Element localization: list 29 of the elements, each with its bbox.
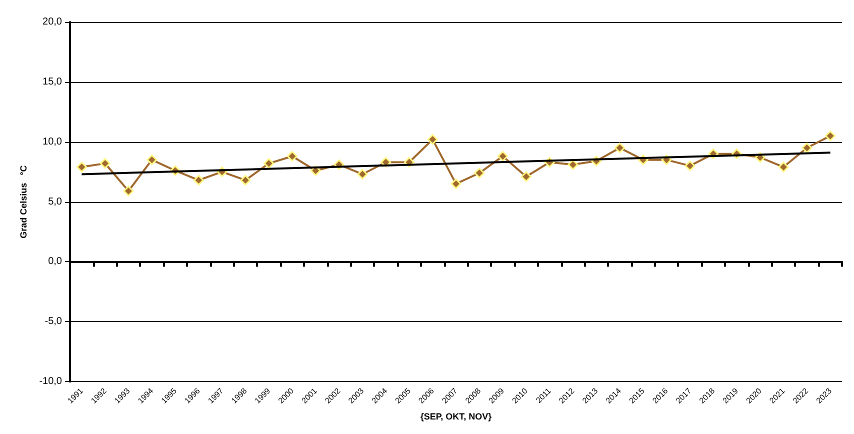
point bbox=[193, 174, 204, 186]
point bbox=[684, 160, 696, 172]
y-tick-label: -5,0 bbox=[44, 316, 62, 328]
point bbox=[474, 168, 485, 178]
y-tick-label: 15,0 bbox=[42, 76, 62, 88]
point bbox=[76, 162, 87, 172]
x-axis-title: {SEP, OKT, NOV} bbox=[420, 412, 492, 422]
point bbox=[802, 142, 812, 154]
point bbox=[123, 186, 134, 196]
point bbox=[498, 150, 508, 162]
point bbox=[264, 158, 274, 169]
point bbox=[450, 178, 462, 190]
y-tick-label: -10,0 bbox=[39, 376, 62, 388]
point bbox=[240, 174, 251, 186]
point bbox=[427, 134, 438, 145]
point bbox=[146, 154, 158, 166]
y-tick-label: 0,0 bbox=[48, 256, 62, 268]
point bbox=[520, 171, 532, 182]
y-axis-title: Grad Celsius °C bbox=[18, 164, 28, 238]
point bbox=[357, 168, 368, 180]
point bbox=[100, 158, 110, 169]
y-tick-label: 10,0 bbox=[42, 136, 62, 148]
point bbox=[778, 162, 789, 172]
y-tick-label: 5,0 bbox=[48, 196, 62, 208]
point bbox=[614, 142, 626, 154]
point bbox=[286, 150, 298, 162]
point bbox=[380, 156, 392, 168]
point bbox=[825, 130, 836, 142]
y-tick-label: 20,0 bbox=[42, 16, 62, 28]
